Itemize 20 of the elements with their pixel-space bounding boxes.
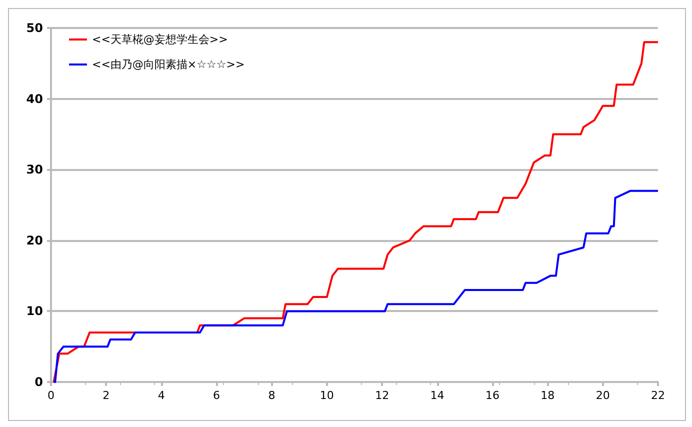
x-tick-label: 4 (158, 389, 165, 402)
x-tick-label: 22 (651, 389, 665, 402)
x-tick-label: 18 (540, 389, 555, 402)
x-tick-label: 2 (102, 389, 110, 402)
x-tick-label: 0 (48, 389, 54, 402)
x-tick-label: 10 (320, 389, 334, 402)
y-tick-label: 40 (26, 92, 43, 106)
x-tick-label: 14 (430, 389, 444, 402)
x-tick-label: 16 (485, 389, 500, 402)
y-tick-label: 20 (26, 233, 43, 248)
legend-label: <<由乃@向阳素描×☆☆☆>> (92, 58, 245, 71)
y-tick-label: 30 (26, 162, 43, 177)
x-tick-label: 12 (375, 389, 390, 402)
x-tick-label: 6 (213, 389, 220, 402)
x-tick-label: 8 (268, 389, 276, 402)
y-tick-label: 10 (26, 304, 43, 318)
y-tick-label: 0 (34, 375, 43, 389)
legend-label: <<天草椛@妄想学生会>> (92, 33, 228, 46)
y-tick-label: 50 (26, 21, 43, 35)
x-tick-label: 20 (596, 389, 610, 402)
